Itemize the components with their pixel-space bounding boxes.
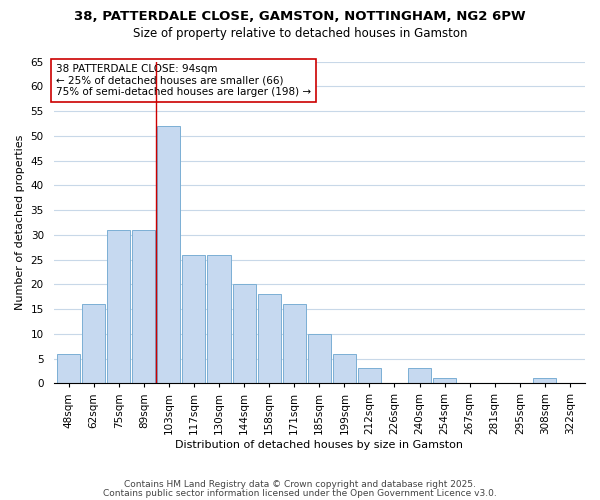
X-axis label: Distribution of detached houses by size in Gamston: Distribution of detached houses by size … xyxy=(175,440,463,450)
Bar xyxy=(408,368,431,384)
Bar xyxy=(208,254,230,384)
Text: 38 PATTERDALE CLOSE: 94sqm
← 25% of detached houses are smaller (66)
75% of semi: 38 PATTERDALE CLOSE: 94sqm ← 25% of deta… xyxy=(56,64,311,97)
Bar xyxy=(283,304,306,384)
Bar xyxy=(533,378,556,384)
Bar xyxy=(433,378,456,384)
Text: 38, PATTERDALE CLOSE, GAMSTON, NOTTINGHAM, NG2 6PW: 38, PATTERDALE CLOSE, GAMSTON, NOTTINGHA… xyxy=(74,10,526,23)
Bar xyxy=(308,334,331,384)
Bar xyxy=(107,230,130,384)
Bar xyxy=(233,284,256,384)
Bar xyxy=(57,354,80,384)
Bar xyxy=(257,294,281,384)
Bar xyxy=(358,368,381,384)
Bar xyxy=(82,304,105,384)
Bar xyxy=(182,254,205,384)
Text: Contains HM Land Registry data © Crown copyright and database right 2025.: Contains HM Land Registry data © Crown c… xyxy=(124,480,476,489)
Bar xyxy=(132,230,155,384)
Text: Size of property relative to detached houses in Gamston: Size of property relative to detached ho… xyxy=(133,28,467,40)
Bar xyxy=(157,126,181,384)
Bar xyxy=(333,354,356,384)
Y-axis label: Number of detached properties: Number of detached properties xyxy=(15,134,25,310)
Text: Contains public sector information licensed under the Open Government Licence v3: Contains public sector information licen… xyxy=(103,488,497,498)
